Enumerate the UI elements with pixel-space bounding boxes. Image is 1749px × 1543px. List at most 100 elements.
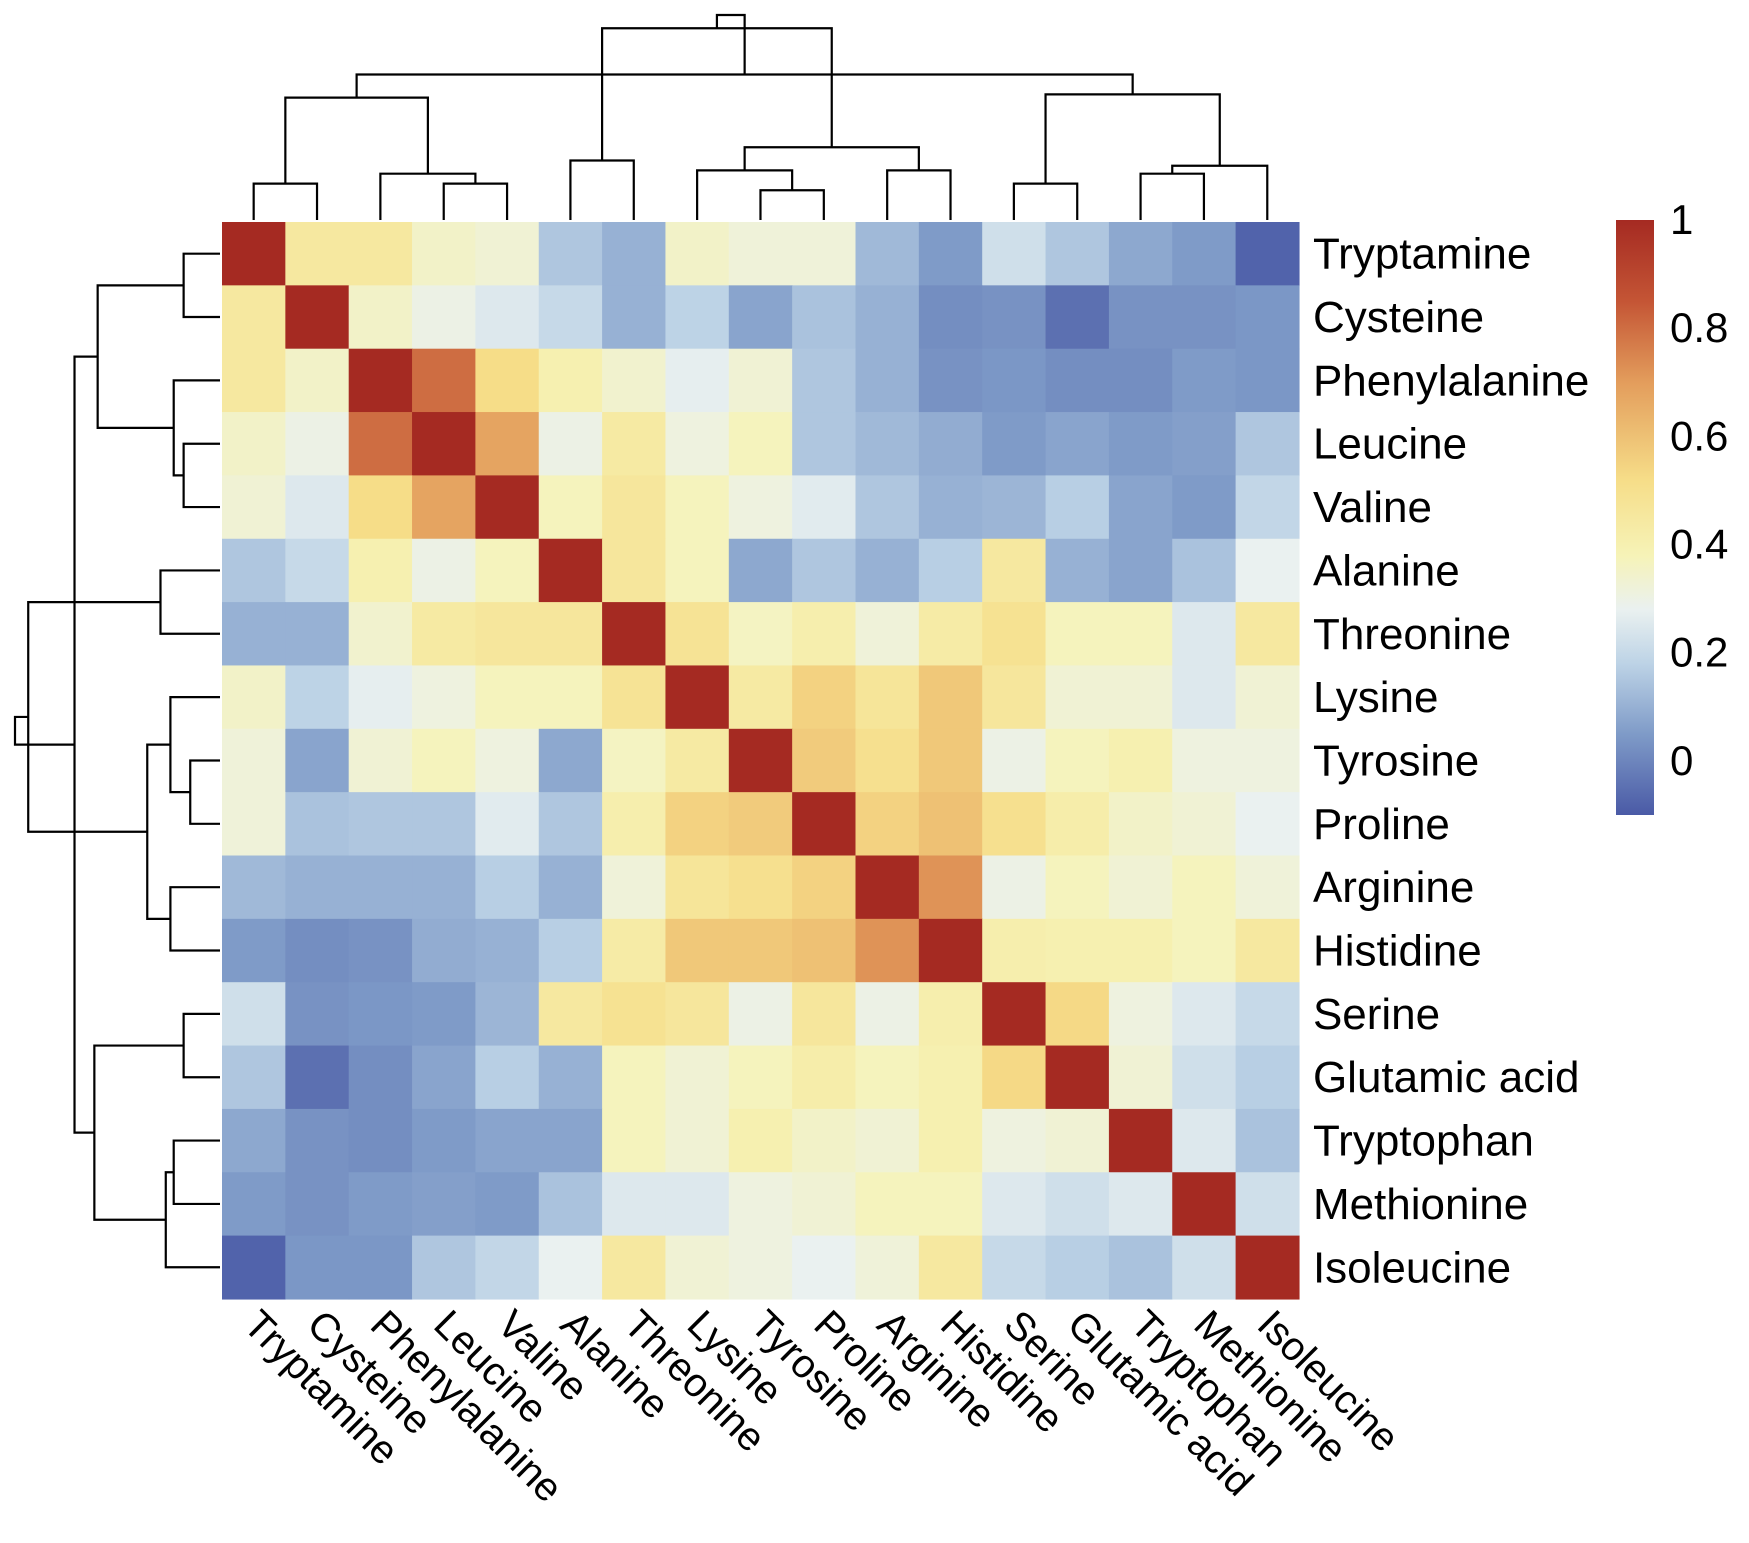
cell-tryptophan-histidine xyxy=(918,1108,983,1173)
cell-threonine-methionine xyxy=(1172,602,1237,667)
cell-valine-alanine xyxy=(538,475,603,540)
cell-arginine-valine xyxy=(475,855,540,920)
cell-tryptophan-valine xyxy=(475,1108,540,1173)
cell-isoleucine-histidine xyxy=(918,1235,983,1300)
cell-glutamic-acid-lysine xyxy=(665,1045,730,1110)
cell-isoleucine-proline xyxy=(792,1235,857,1300)
cell-isoleucine-alanine xyxy=(538,1235,603,1300)
cell-leucine-cysteine xyxy=(285,412,350,476)
column-dendrogram-branch xyxy=(1139,172,1206,220)
cell-methionine-methionine xyxy=(1172,1172,1237,1237)
column-dendrogram-branch xyxy=(601,27,833,161)
row-label-tryptophan: Tryptophan xyxy=(1313,1117,1534,1166)
cell-arginine-tryptophan xyxy=(1108,855,1173,920)
cell-lysine-valine xyxy=(475,665,540,730)
column-dendrogram-branch xyxy=(379,172,477,220)
cell-methionine-tyrosine xyxy=(728,1172,793,1237)
color-scale-tick-label: 0.2 xyxy=(1670,629,1728,676)
cell-tryptophan-lysine xyxy=(665,1108,730,1173)
cell-tyrosine-valine xyxy=(475,728,540,793)
row-dendrogram-branch xyxy=(93,1044,184,1221)
cell-leucine-arginine xyxy=(855,412,920,476)
cell-glutamic-acid-tryptophan xyxy=(1108,1045,1173,1110)
cell-serine-glutamic-acid xyxy=(1045,982,1110,1047)
cell-histidine-proline xyxy=(792,918,857,983)
cell-arginine-threonine xyxy=(602,855,667,920)
row-label-alanine: Alanine xyxy=(1313,546,1460,595)
cell-tyrosine-alanine xyxy=(538,728,603,793)
cell-threonine-leucine xyxy=(412,602,476,667)
cell-tryptamine-alanine xyxy=(538,222,603,286)
column-dendrogram-branch xyxy=(759,189,825,220)
cell-alanine-proline xyxy=(792,538,857,603)
cell-proline-cysteine xyxy=(285,792,350,857)
cell-glutamic-acid-serine xyxy=(982,1045,1047,1110)
color-scale-tick-label: 1 xyxy=(1670,196,1693,243)
cell-tryptamine-arginine xyxy=(855,222,920,286)
cell-methionine-leucine xyxy=(412,1172,476,1237)
cell-isoleucine-methionine xyxy=(1172,1235,1237,1300)
cell-isoleucine-glutamic-acid xyxy=(1045,1235,1110,1300)
cell-tyrosine-lysine xyxy=(665,728,730,793)
cell-proline-tyrosine xyxy=(728,792,793,857)
cell-tyrosine-isoleucine xyxy=(1235,728,1300,793)
cell-proline-lysine xyxy=(665,792,730,857)
cell-leucine-valine xyxy=(475,412,540,476)
cell-phenylalanine-threonine xyxy=(602,348,667,413)
row-dendrogram-branch xyxy=(159,569,220,635)
cell-isoleucine-lysine xyxy=(665,1235,730,1300)
cell-valine-glutamic-acid xyxy=(1045,475,1110,540)
color-scale-tick-label: 0.4 xyxy=(1670,521,1728,568)
cell-threonine-tyrosine xyxy=(728,602,793,667)
cell-phenylalanine-serine xyxy=(982,348,1047,413)
row-dendrogram-branch xyxy=(182,252,220,319)
cell-leucine-tyrosine xyxy=(728,412,793,476)
cell-lysine-tyrosine xyxy=(728,665,793,730)
row-label-valine: Valine xyxy=(1313,483,1432,532)
cell-tyrosine-arginine xyxy=(855,728,920,793)
cell-tryptophan-phenylalanine xyxy=(348,1108,413,1173)
color-scale-legend: 1 0.8 0.6 0.4 0.2 0 xyxy=(1616,196,1728,815)
cell-phenylalanine-tryptophan xyxy=(1108,348,1173,413)
cell-tryptophan-cysteine xyxy=(285,1108,350,1173)
cell-histidine-glutamic-acid xyxy=(1045,918,1110,983)
cell-glutamic-acid-isoleucine xyxy=(1235,1045,1300,1110)
cell-tryptophan-tryptophan xyxy=(1108,1108,1173,1173)
cell-serine-histidine xyxy=(918,982,983,1047)
cell-tryptophan-leucine xyxy=(412,1108,476,1173)
cell-phenylalanine-tyrosine xyxy=(728,348,793,413)
row-label-cysteine: Cysteine xyxy=(1313,293,1484,342)
cell-serine-cysteine xyxy=(285,982,350,1047)
cell-valine-threonine xyxy=(602,475,667,540)
cell-histidine-methionine xyxy=(1172,918,1237,983)
cell-cysteine-valine xyxy=(475,285,540,350)
cell-cysteine-tryptamine xyxy=(222,285,286,350)
cell-serine-tryptamine xyxy=(222,982,286,1047)
cell-tryptophan-arginine xyxy=(855,1108,920,1173)
column-dendrogram-branch xyxy=(569,159,635,220)
cell-histidine-cysteine xyxy=(285,918,350,983)
cell-tryptamine-threonine xyxy=(602,222,667,286)
cell-proline-arginine xyxy=(855,792,920,857)
cell-histidine-serine xyxy=(982,918,1047,983)
cell-tryptamine-leucine xyxy=(412,222,476,286)
cell-valine-tryptophan xyxy=(1108,475,1173,540)
cell-threonine-threonine xyxy=(602,602,667,667)
cell-cysteine-leucine xyxy=(412,285,476,350)
cell-glutamic-acid-leucine xyxy=(412,1045,476,1110)
row-label-arginine: Arginine xyxy=(1313,863,1474,912)
cell-leucine-phenylalanine xyxy=(348,412,413,476)
cell-proline-glutamic-acid xyxy=(1045,792,1110,857)
cell-threonine-cysteine xyxy=(285,602,350,667)
cell-tryptophan-alanine xyxy=(538,1108,603,1173)
cell-methionine-glutamic-acid xyxy=(1045,1172,1110,1237)
cell-cysteine-glutamic-acid xyxy=(1045,285,1110,350)
cell-lysine-isoleucine xyxy=(1235,665,1300,730)
cell-phenylalanine-valine xyxy=(475,348,540,413)
cell-alanine-cysteine xyxy=(285,538,350,603)
cell-tryptamine-phenylalanine xyxy=(348,222,413,286)
cell-serine-phenylalanine xyxy=(348,982,413,1047)
row-label-threonine: Threonine xyxy=(1313,610,1511,659)
cell-cysteine-lysine xyxy=(665,285,730,350)
cell-arginine-methionine xyxy=(1172,855,1237,920)
